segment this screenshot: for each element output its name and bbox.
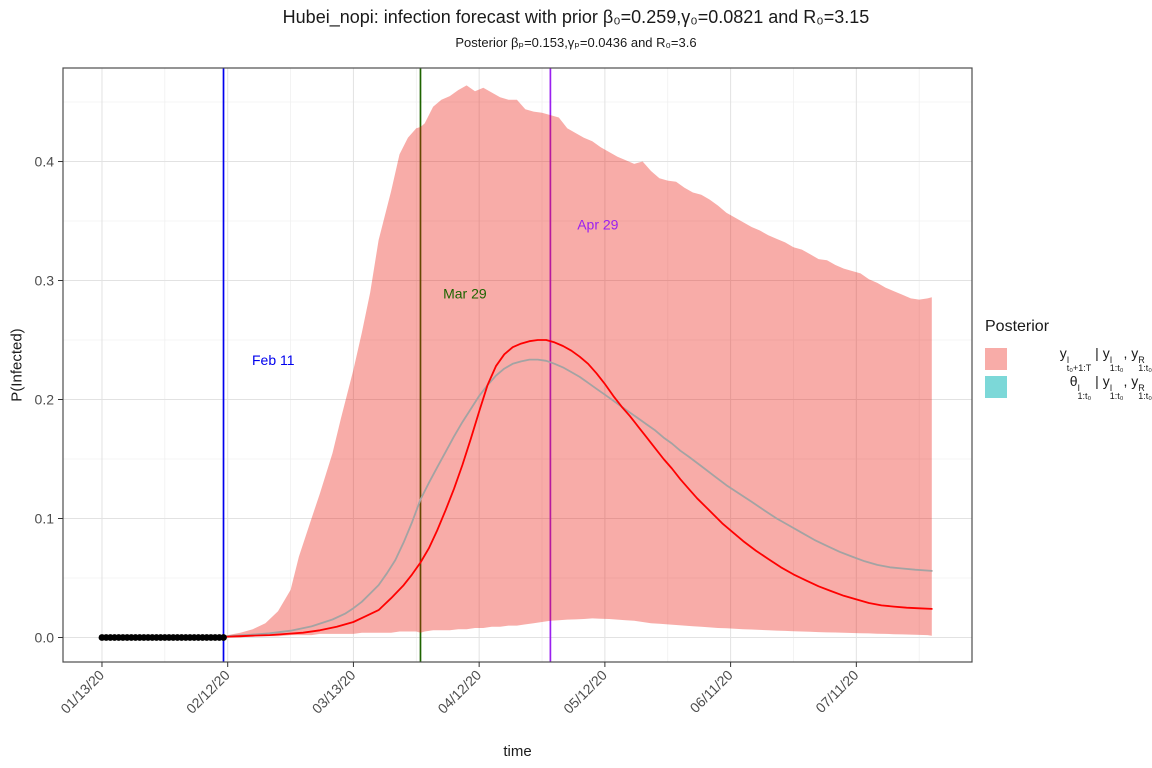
x-tick-label: 02/12/20 bbox=[183, 667, 233, 717]
y-tick-label: 0.2 bbox=[35, 392, 55, 408]
x-tick-label: 04/12/20 bbox=[434, 667, 484, 717]
x-tick-label: 01/13/20 bbox=[57, 667, 107, 717]
y-tick-label: 0.1 bbox=[35, 510, 55, 526]
y-axis-title: P(Infected) bbox=[8, 328, 26, 402]
observed-dot bbox=[220, 634, 227, 641]
forecast-ribbon bbox=[227, 85, 932, 638]
panel-border bbox=[62, 67, 973, 663]
chart-subtitle: Posterior βₚ=0.153,γₚ=0.0436 and R₀=3.6 bbox=[455, 35, 697, 50]
legend-swatch-forecast-band bbox=[985, 347, 1007, 370]
y-tick-label: 0.4 bbox=[35, 154, 55, 170]
x-tick-label: 03/13/20 bbox=[309, 667, 359, 717]
vline-label-mar29: Mar 29 bbox=[443, 285, 487, 301]
legend-title: Posterior bbox=[985, 318, 1050, 335]
x-tick-label: 07/11/20 bbox=[812, 667, 861, 716]
x-tick-label: 06/11/20 bbox=[687, 667, 736, 716]
x-tick-label: 05/12/20 bbox=[560, 667, 610, 717]
vline-label-apr29: Apr 29 bbox=[577, 216, 618, 232]
legend-label-theta-band: θ I 1:t₀ | y I 1:t₀, y R 1:t₀ bbox=[1069, 373, 1152, 401]
chart-title: Hubei_nopi: infection forecast with prio… bbox=[282, 7, 870, 27]
gray-mean-line bbox=[222, 358, 933, 638]
legend-swatch-theta-band bbox=[985, 375, 1007, 398]
vline-label-feb11: Feb 11 bbox=[252, 352, 295, 368]
red-median-line bbox=[222, 339, 933, 638]
legend-entry-theta-band: θ I 1:t₀ | y I 1:t₀, y R 1:t₀ bbox=[985, 373, 1152, 401]
y-tick-label: 0.3 bbox=[35, 273, 55, 289]
panel-background bbox=[63, 68, 972, 662]
y-tick-label: 0.0 bbox=[35, 629, 55, 645]
x-axis-title: time bbox=[503, 743, 532, 760]
